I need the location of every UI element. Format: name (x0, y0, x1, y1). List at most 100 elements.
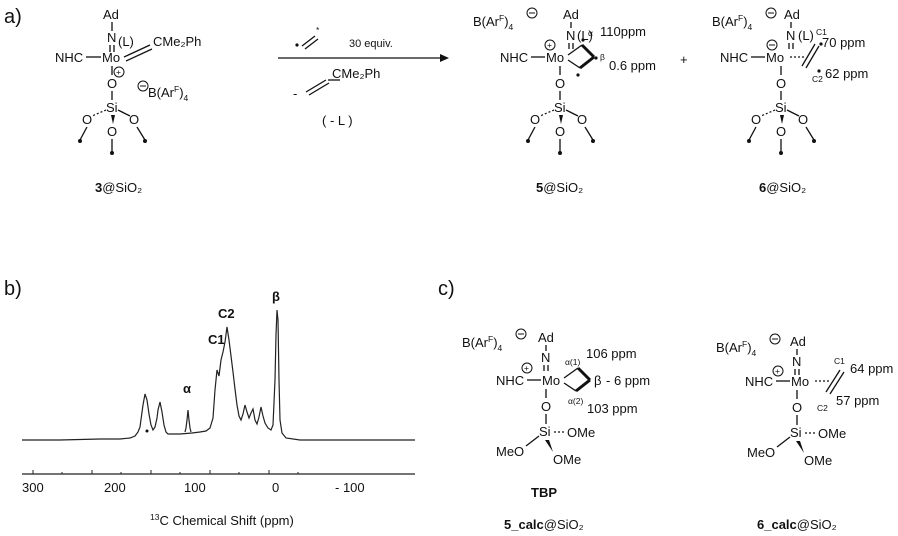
compound-5-calc-name: 5_calc@SiO₂ (504, 517, 584, 532)
ligand-l-label-5: (L) (577, 28, 593, 43)
c1-ppm-6: 70 ppm (822, 35, 865, 50)
compound-3-name: 3@SiO₂ (95, 180, 142, 195)
surface-dot-6c (779, 151, 783, 155)
anion-charge-icon-5c (515, 328, 527, 340)
c1-ppm-6c: 64 ppm (850, 361, 893, 376)
panel-a-label: a) (4, 6, 22, 28)
ring-5c-4 (563, 382, 577, 392)
ome2-label-6c: OMe (804, 453, 832, 468)
imido-n-label-6: N (786, 28, 795, 43)
meo-label-5c: MeO (496, 444, 524, 459)
ome1-label-5c: OMe (567, 425, 595, 440)
nmr-spectrum: C2 C1 α β 300 200 100 0 - 100 13C Chemic… (22, 289, 415, 528)
nhc-label-6c: NHC (745, 374, 773, 389)
tbp-label: TBP (531, 485, 557, 500)
peak-c1-label: C1 (208, 332, 225, 347)
alkylidene-bond-1 (123, 44, 151, 58)
cation-charge-icon-6c (772, 365, 784, 377)
reaction-conditions: * 30 equiv. - CMe₂Ph ( - L ) (278, 25, 449, 128)
alpha2-label: α(2) (568, 396, 583, 406)
spectrum-trace-bumps (184, 409, 192, 433)
surface-bond-1 (79, 126, 88, 141)
adamantyl-label: Ad (103, 7, 119, 22)
nhc-label-5: NHC (500, 50, 528, 65)
ome1-label-6c: OMe (818, 426, 846, 441)
ligand-l-label: (L) (118, 34, 134, 49)
imido-n-label-6c: N (792, 354, 801, 369)
surface-dot-5b (591, 139, 595, 143)
si-o-wedge (111, 115, 115, 124)
si-o-bond-5 (565, 109, 579, 117)
alpha1-label: α(1) (565, 357, 580, 367)
si-wedge-6c (796, 441, 804, 453)
alkylidene-bond-2 (125, 48, 153, 62)
label-dot-1 (295, 43, 299, 47)
compound-5-structure: B(ArF)4 Ad N (L) + NHC Mo α 110ppm β 0.6… (473, 7, 656, 195)
mo-label-6: Mo (766, 50, 784, 65)
anion-label-6c: B(ArF)4 (716, 339, 757, 358)
surface-bond-6a (748, 126, 757, 141)
ring-5c-1 (563, 367, 579, 379)
cation-charge-plus: + (116, 67, 121, 77)
surface-dot-1 (78, 139, 82, 143)
bridging-o-label-5c: O (541, 399, 551, 414)
surface-o-6a: O (751, 112, 761, 127)
surface-dot-5c (558, 151, 562, 155)
adamantyl-label-6: Ad (784, 7, 800, 22)
mo-label-5c: Mo (542, 373, 560, 388)
c1-label-6: C1 (816, 27, 827, 37)
si-label-6c: Si (790, 425, 802, 440)
ring-bond-4 (567, 59, 581, 69)
imido-n-label: N (107, 30, 116, 45)
si-o-bond-right (117, 109, 131, 117)
lost-ligand-label: ( - L ) (322, 113, 353, 128)
ring-bond-1 (567, 44, 583, 56)
surface-bond-5b (584, 126, 594, 141)
c2-label-6: C2 (812, 74, 823, 84)
compound-6-structure: B(ArF)4 Ad N (L) NHC Mo C1 70 ppm C2 62 … (712, 7, 868, 195)
nhc-label-5c: NHC (496, 373, 524, 388)
si-label-6: Si (775, 100, 787, 115)
surface-dot-6a (747, 139, 751, 143)
surface-o-6b: O (798, 112, 808, 127)
anion-label-5c: B(ArF)4 (462, 334, 503, 353)
anion-charge-icon-5 (526, 7, 538, 19)
anion-charge-icon-6 (765, 7, 777, 19)
anion-label-5: B(ArF)4 (473, 13, 514, 32)
imido-n-label-5: N (566, 28, 575, 43)
bridging-o-label: O (107, 76, 117, 91)
alpha-label-5: α (588, 28, 593, 38)
tick-label-100: 100 (184, 480, 206, 495)
si-o-dash-6 (760, 109, 776, 117)
surface-bond-6b (805, 126, 815, 141)
tick-label-0: 0 (272, 480, 279, 495)
imido-n-label-5c: N (541, 350, 550, 365)
surface-bond-2 (136, 126, 146, 141)
arrowhead-icon (440, 54, 449, 62)
panel-c-label: c) (438, 278, 455, 300)
label-star: * (316, 25, 320, 35)
ome2-label-5c: OMe (553, 452, 581, 467)
si-meo-bond-5c (525, 435, 540, 447)
alpha1-ppm: 106 ppm (586, 346, 637, 361)
surface-bond-5a (527, 126, 536, 141)
cation-plus-5c: + (524, 363, 529, 373)
c2-label-6c: C2 (817, 403, 828, 413)
surface-o-3: O (107, 124, 117, 139)
ssb-dot (145, 429, 149, 433)
tick-label-200: 200 (104, 480, 126, 495)
bridging-o-label-6: O (776, 76, 786, 91)
surface-dot-5a (526, 139, 530, 143)
nhc-label: NHC (55, 50, 83, 65)
spectrum-trace (22, 309, 415, 441)
ethylene-bond-2 (304, 38, 319, 50)
surface-o-5c: O (555, 124, 565, 139)
beta-ppm-5c: - 6 ppm (606, 373, 650, 388)
si-label-5: Si (554, 100, 566, 115)
compound-5-calc-structure: B(ArF)4 Ad N + NHC Mo α(1) 106 ppm β - 6… (462, 328, 650, 532)
peak-beta-label: β (272, 289, 280, 304)
surface-o-6c: O (776, 124, 786, 139)
surface-o-5a: O (530, 112, 540, 127)
surface-dot-2 (143, 139, 147, 143)
label-dot-c2 (817, 69, 821, 73)
